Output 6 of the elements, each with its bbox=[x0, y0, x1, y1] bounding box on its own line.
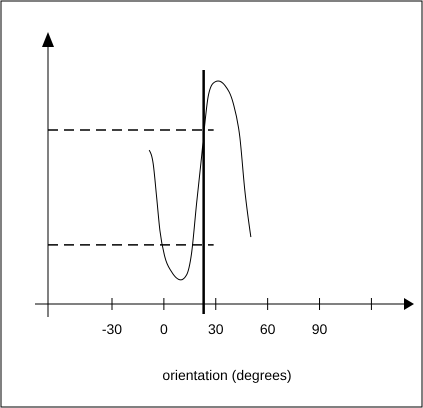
x-tick-label: 90 bbox=[312, 321, 328, 337]
x-tick-label: -30 bbox=[102, 321, 122, 337]
x-axis-title: orientation (degrees) bbox=[162, 367, 292, 383]
x-tick-label: 30 bbox=[208, 321, 224, 337]
x-tick-label: 0 bbox=[160, 321, 168, 337]
x-tick-label: 60 bbox=[260, 321, 276, 337]
